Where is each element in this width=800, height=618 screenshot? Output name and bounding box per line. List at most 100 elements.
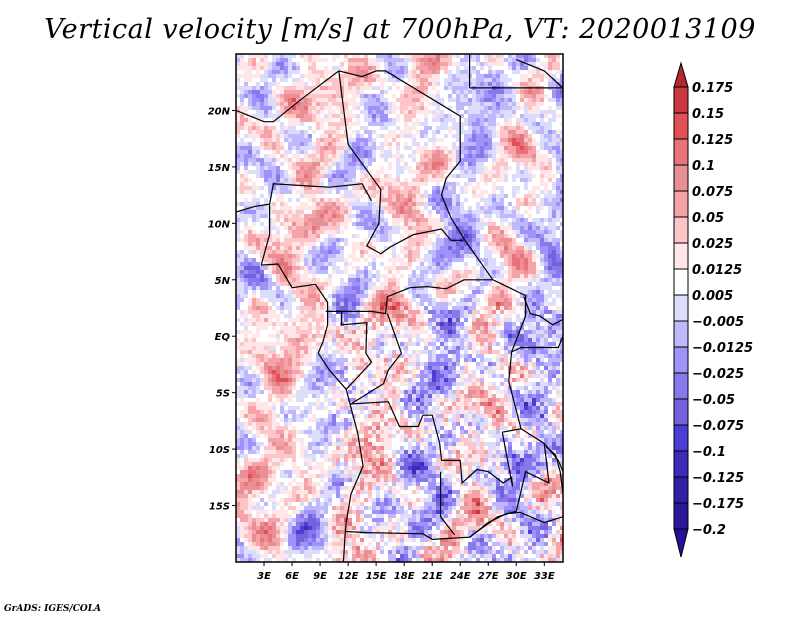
field-cell [408,202,412,206]
field-cell [280,82,284,86]
field-cell [264,126,268,130]
field-cell [244,178,248,182]
field-cell [308,66,312,70]
field-cell [316,230,320,234]
field-cell [460,122,464,126]
field-cell [316,198,320,202]
field-cell [456,134,460,138]
field-cell [432,294,436,298]
field-cell [548,218,552,222]
field-cell [520,166,524,170]
field-cell [448,250,452,254]
field-cell [392,198,396,202]
field-cell [504,118,508,122]
field-cell [324,258,328,262]
field-cell [236,294,240,298]
field-cell [276,158,280,162]
field-cell [532,166,536,170]
field-cell [292,154,296,158]
field-cell [360,170,364,174]
field-cell [328,122,332,126]
field-cell [452,90,456,94]
field-cell [516,230,520,234]
field-cell [260,166,264,170]
field-cell [344,170,348,174]
field-cell [436,130,440,134]
field-cell [508,174,512,178]
field-cell [556,126,560,130]
field-cell [540,114,544,118]
field-cell [444,190,448,194]
field-cell [332,58,336,62]
field-cell [492,66,496,70]
field-cell [392,106,396,110]
field-cell [440,174,444,178]
field-cell [524,146,528,150]
field-cell [416,222,420,226]
field-cell [408,266,412,270]
field-cell [416,166,420,170]
field-cell [384,286,388,290]
field-cell [468,210,472,214]
field-cell [300,186,304,190]
field-cell [548,166,552,170]
field-cell [432,150,436,154]
field-cell [260,274,264,278]
field-cell [404,226,408,230]
field-cell [392,238,396,242]
field-cell [348,150,352,154]
field-cell [448,182,452,186]
field-cell [300,170,304,174]
field-cell [532,98,536,102]
field-cell [368,134,372,138]
field-cell [512,186,516,190]
field-cell [528,246,532,250]
field-cell [276,74,280,78]
field-cell [352,286,356,290]
field-cell [544,250,548,254]
field-cell [500,78,504,82]
field-cell [520,242,524,246]
field-cell [264,226,268,230]
field-cell [464,210,468,214]
field-cell [304,78,308,82]
field-cell [324,90,328,94]
field-cell [304,222,308,226]
field-cell [468,166,472,170]
field-cell [548,242,552,246]
field-cell [544,218,548,222]
field-cell [436,294,440,298]
field-cell [520,114,524,118]
field-cell [560,186,563,190]
field-cell [268,78,272,82]
field-cell [348,250,352,254]
field-cell [308,62,312,66]
field-cell [340,74,344,78]
field-cell [528,278,532,282]
field-cell [308,270,312,274]
field-cell [544,286,548,290]
field-cell [480,270,484,274]
field-cell [400,170,404,174]
field-cell [476,198,480,202]
field-cell [448,294,452,298]
field-cell [524,186,528,190]
field-cell [264,238,268,242]
field-cell [296,130,300,134]
field-cell [252,154,256,158]
field-cell [548,210,552,214]
field-cell [464,98,468,102]
field-cell [456,278,460,282]
field-cell [460,206,464,210]
field-cell [508,218,512,222]
field-cell [560,58,563,62]
field-cell [456,206,460,210]
field-cell [560,70,563,74]
field-cell [368,174,372,178]
field-cell [332,230,336,234]
field-cell [260,106,264,110]
field-cell [472,170,476,174]
field-cell [336,258,340,262]
field-cell [240,138,244,142]
field-cell [496,146,500,150]
